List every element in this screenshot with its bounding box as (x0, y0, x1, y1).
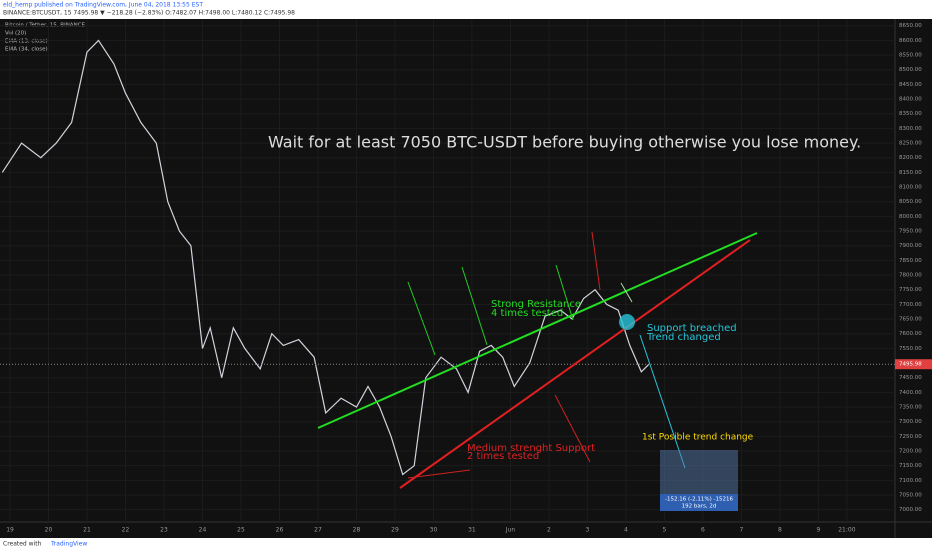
y-tick-label: 8500.00 (899, 67, 922, 73)
y-tick-label: 8450.00 (899, 82, 922, 88)
x-tick-label: 30 (430, 527, 438, 534)
x-tick-label: 21:00 (838, 527, 855, 534)
arrows (407, 231, 601, 479)
x-tick-label: 3 (586, 527, 590, 534)
y-tick-label: 7750.00 (899, 287, 922, 293)
x-tick-label: Jun (505, 527, 516, 534)
x-tick-label: 7 (739, 527, 743, 534)
x-tick-label: 8 (778, 527, 782, 534)
footer-text: Created with (3, 541, 42, 548)
y-tick-label: 8350.00 (899, 111, 922, 117)
price-line (1, 39, 650, 476)
indicator: EMA (13, close) (5, 39, 48, 45)
annotation: Support breached (647, 323, 737, 334)
y-tick-label: 8300.00 (899, 126, 922, 132)
y-tick-label: 7200.00 (899, 449, 922, 455)
resistance-line (317, 232, 758, 429)
annotation: 4 times tested (491, 308, 563, 319)
x-tick-label: 19 (6, 527, 14, 534)
y-tick-label: 8550.00 (899, 53, 922, 59)
x-tick-label: 24 (199, 527, 207, 534)
x-tick-label: 23 (160, 527, 168, 534)
last-price-tag (895, 359, 932, 370)
annotation: Medium strenght Support (467, 443, 595, 454)
annotation: Strong Resistance (491, 299, 581, 310)
arrow (620, 282, 633, 303)
y-tick-label: 7850.00 (899, 258, 922, 264)
publisher: eld_hemp published on TradingView.com, J… (3, 2, 203, 9)
x-tick-label: 27 (314, 527, 322, 534)
y-tick-label: 7150.00 (899, 463, 922, 469)
y-tick-label: 8200.00 (899, 155, 922, 161)
x-tick-label: 25 (237, 527, 245, 534)
y-tick-label: 7650.00 (899, 317, 922, 323)
annotation: 1st Posible trend change (642, 433, 754, 443)
x-tick-label: 2 (547, 527, 551, 534)
x-tick-label: 29 (391, 527, 399, 534)
last-price-label: 7495.98 (899, 362, 922, 368)
y-tick-label: 8600.00 (899, 38, 922, 44)
y-tick-label: 8100.00 (899, 185, 922, 191)
y-tick-label: 8650.00 (899, 23, 922, 29)
y-tick-label: 7600.00 (899, 331, 922, 337)
x-tick-label: 21 (83, 527, 91, 534)
y-tick-label: 8150.00 (899, 170, 922, 176)
y-tick-label: 7300.00 (899, 419, 922, 425)
symbol-line: BINANCE:BTCUSDT, 15 7495.98 ▼ −218.28 (−… (3, 10, 295, 17)
marks: 7000.00 7050.00 7100.00 7150.00 7200.00 7250.… (0, 19, 932, 534)
y-tick-label: 8050.00 (899, 199, 922, 205)
y-tick-label: 7350.00 (899, 405, 922, 411)
y-tick-label: 7450.00 (899, 375, 922, 381)
y-tick-label: 7550.00 (899, 346, 922, 352)
support-line (399, 239, 751, 489)
y-tick-label: 7800.00 (899, 273, 922, 279)
y-tick-label: 7400.00 (899, 390, 922, 396)
y-tick-label: 8250.00 (899, 141, 922, 147)
indicator: EMA (34, close) (5, 47, 48, 53)
x-tick-label: 5 (663, 527, 667, 534)
x-tick-label: 9 (816, 527, 820, 534)
y-tick-label: 8400.00 (899, 97, 922, 103)
x-tick-label: 26 (276, 527, 284, 534)
x-tick-label: 31 (468, 527, 476, 534)
x-tick-label: 20 (45, 527, 53, 534)
measure-label-bg (660, 494, 738, 511)
footer-brand: TradingView (50, 541, 87, 548)
headline: Wait for at least 7050 BTC-USDT before b… (268, 133, 861, 152)
x-tick-label: 28 (353, 527, 361, 534)
measure-label: 192 bars, 2d (682, 504, 717, 510)
indicator: Vol (20) (5, 31, 26, 37)
annotation: Trend changed (646, 332, 721, 343)
arrow (639, 334, 686, 469)
x-tick-label: 22 (122, 527, 130, 534)
x-tick-label: 4 (624, 527, 628, 534)
annotation: 2 times tested (467, 451, 539, 462)
y-tick-label: 7050.00 (899, 493, 922, 499)
breach-marker (619, 314, 635, 330)
y-tick-label: 7000.00 (899, 507, 922, 513)
y-tick-label: 7950.00 (899, 229, 922, 235)
y-tick-label: 7250.00 (899, 434, 922, 440)
y-tick-label: 7700.00 (899, 302, 922, 308)
y-tick-label: 7900.00 (899, 243, 922, 249)
measure-label: -152.16 (-2.11%) -15216 (665, 497, 733, 503)
x-tick-label: 6 (701, 527, 705, 534)
arrows (407, 264, 574, 356)
y-tick-label: 8000.00 (899, 214, 922, 220)
y-tick-label: 7100.00 (899, 478, 922, 484)
